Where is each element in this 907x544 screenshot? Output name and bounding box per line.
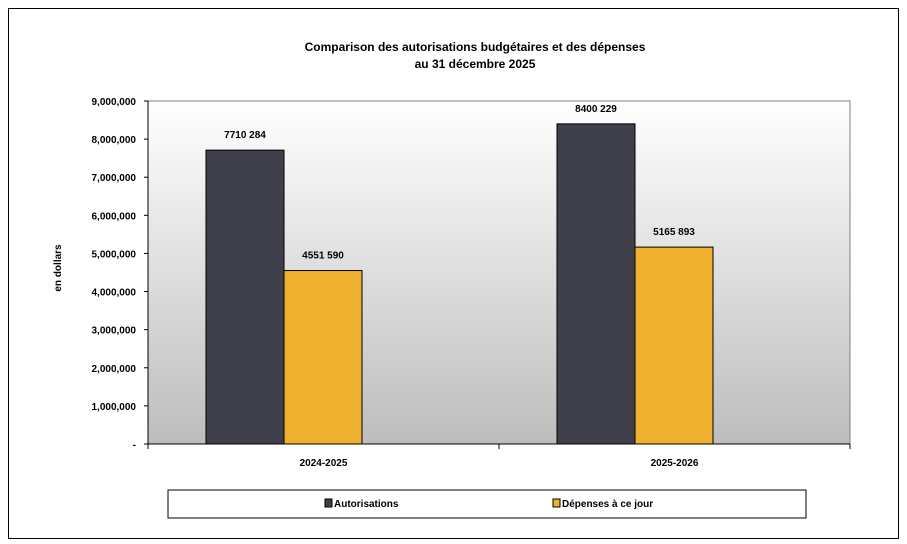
chart-frame [8, 8, 899, 539]
legend [167, 489, 807, 519]
legend-swatch [324, 498, 333, 508]
y-tick-label: - [133, 440, 136, 451]
y-tick-label: 3,000,000 [92, 326, 137, 337]
x-tick-label: 2025-2026 [651, 458, 699, 469]
data-label: 5165 893 [653, 227, 695, 238]
bar [205, 149, 285, 445]
y-axis-label: en dollars [53, 244, 64, 292]
x-tick-label: 2024-2025 [300, 458, 348, 469]
y-tick-label: 1,000,000 [92, 402, 137, 413]
y-tick-label: 7,000,000 [92, 173, 137, 184]
legend-label: Autorisations [334, 499, 399, 510]
bar [634, 246, 714, 445]
bar [283, 270, 363, 445]
y-tick-label: 9,000,000 [92, 97, 137, 108]
y-tick-label: 5,000,000 [92, 249, 137, 260]
legend-label: Dépenses à ce jour [562, 499, 653, 510]
chart-subtitle: au 31 décembre 2025 [415, 57, 536, 71]
data-label: 7710 284 [224, 130, 266, 141]
legend-swatch [552, 498, 561, 508]
y-tick-label: 4,000,000 [92, 288, 137, 299]
y-tick-label: 8,000,000 [92, 135, 137, 146]
y-tick-label: 2,000,000 [92, 364, 137, 375]
data-label: 8400 229 [575, 104, 617, 115]
y-tick-label: 6,000,000 [92, 211, 137, 222]
data-label: 4551 590 [302, 251, 344, 262]
bar [556, 123, 636, 445]
chart-title: Comparison des autorisations budgétaires… [305, 40, 646, 54]
